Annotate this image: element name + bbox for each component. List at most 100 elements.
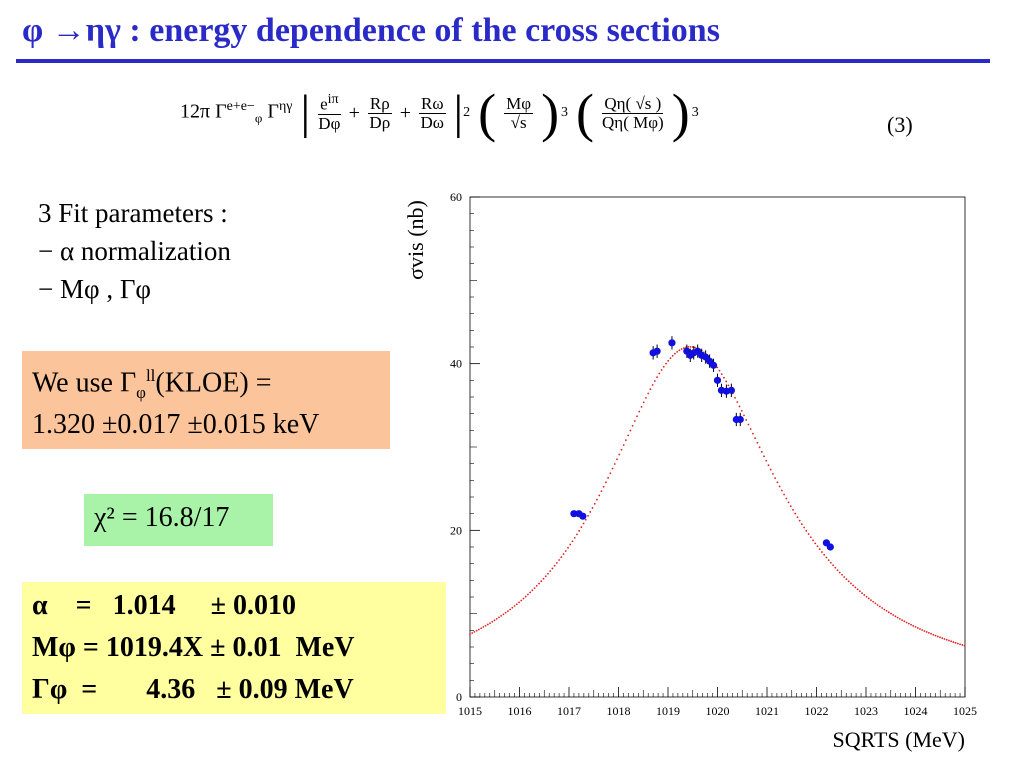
fit-curve-dot [845,578,848,581]
fit-curve-dot [653,380,656,382]
fit-curve-dot [783,493,785,496]
fit-curve-dot [887,611,890,614]
fit-curve-dot [542,577,545,580]
fit-curve-dot [478,628,480,631]
fit-curve-dot [861,592,863,595]
fit-curve-dot [609,472,612,475]
x-axis-ticks: 1015 1016 1017 1018 1019 1020 1021 1022 1023 1024… [458,687,977,718]
fit-curve-dot [894,615,897,618]
fit-curve-dot [622,444,625,446]
fit-curve-dot [578,529,581,532]
fit-curve-dot [500,615,503,617]
fit-curve-dot [858,590,861,593]
fit-curve-dot [760,450,763,453]
fit-curve-dot [870,599,872,602]
fit-curve-dot [818,548,821,551]
kloe-line-2: 1.320 ±0.017 ±0.015 keV [32,409,320,440]
fit-curve-dot [580,526,583,529]
fit-curve-dot [796,516,799,519]
x-tick-label: 1016 [508,704,532,718]
fit-curve-dot [629,429,632,432]
fit-curve-dot [878,605,881,608]
fit-curve-dot [865,595,868,598]
fit-curve-dot [774,477,777,480]
fit-curve [469,345,966,647]
fit-curve-dot [816,545,819,548]
fit-curve-dot [736,401,739,403]
fit-curve-dot [667,359,670,362]
fit-curve-dot [649,388,652,391]
fit-curve-dot [823,553,826,556]
fit-curve-dot [647,392,650,395]
fit-curve-dot [495,617,498,620]
fit-curve-dot [618,453,621,456]
x-tick-label: 1018 [607,704,631,718]
fit-curve-dot [540,580,543,583]
fit-curve-dot [821,551,823,553]
fit-curve-dot [573,536,576,539]
fit-curve-dot [529,591,532,594]
formula-exponent-3a: 3 [561,105,569,120]
fit-curve-dot [520,599,523,602]
fit-curve-dot [930,632,932,635]
formula-term-phi: eiπ Dφ [318,92,341,133]
x-tick-label: 1021 [755,704,779,718]
fit-curve-dot [504,611,507,614]
fit-curve-dot [916,627,919,629]
fit-curve-dot [856,588,859,591]
fit-curve-dot [907,622,910,625]
fit-curve-dot [616,458,618,461]
fit-curve-dot [678,349,681,352]
fit-curve-dot [954,641,957,644]
fit-curve-dot [841,573,843,576]
fit-curve-dot [600,490,603,493]
fit-curve-dot [669,357,672,360]
fit-parameters-list: 3 Fit parameters : − α normalization − M… [38,194,231,308]
fit-curve-dot [803,526,806,529]
fit-curve-dot [963,644,966,647]
fit-curve-dot [658,372,661,375]
fit-curve-dot [535,584,538,587]
fit-curve-dot [789,505,792,508]
fit-curve-dot [522,597,525,600]
x-tick-label: 1020 [706,704,730,718]
fit-curve-dot [480,627,483,630]
fit-curve-dot [852,584,855,587]
fit-curve-dot [538,582,540,585]
fit-curve-dot [642,401,645,404]
fit-curve-dot [625,439,627,442]
fit-curve-dot [948,639,950,642]
x-tick-label: 1019 [656,704,680,718]
fit-curve-dot [923,630,926,632]
fit-curve-dot [763,455,765,458]
x-tick-label: 1015 [458,704,482,718]
kloe-input-box: We use Γφll(KLOE) = 1.320 ±0.017 ±0.015 … [22,351,390,449]
fit-curve-dot [905,621,908,624]
data-point [570,510,578,518]
fit-curve-dot [502,613,505,616]
fit-curve-dot [640,406,643,408]
fit-curve-dot [498,616,500,619]
fit-curve-dot [651,384,654,386]
fit-curve-dot [506,610,509,613]
fit-curve-dot [547,572,549,575]
fit-curve-dot [527,593,529,596]
fit-curve-dot [569,543,572,546]
title-underline [16,59,990,63]
fit-curve-dot [874,602,877,605]
fit-parameter-mass-width: − Mφ , Γφ [38,274,152,304]
fit-curve-dot [914,626,917,628]
fit-curve-dot [892,614,895,616]
fit-curve-dot [912,624,915,627]
fit-curve-dot [558,559,560,561]
fit-curve-dot [945,638,948,641]
fit-curve-dot [723,376,725,379]
fit-curve-dot [743,414,745,417]
fit-curve-dot [694,346,696,349]
data-point [736,415,744,424]
fit-curve-dot [620,448,623,451]
fit-curve-dot [665,362,667,365]
fit-parameter-alpha: − α normalization [38,236,231,266]
fit-curve-dot [745,419,748,421]
fit-curve-dot [718,369,721,372]
